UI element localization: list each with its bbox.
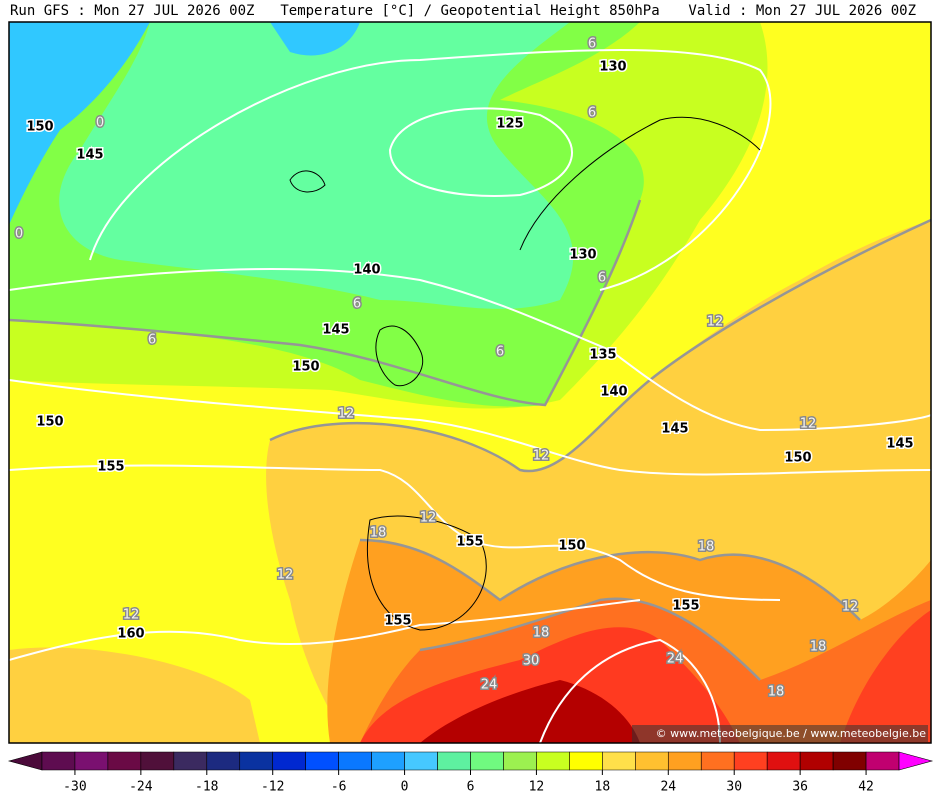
colorbar-swatch [635,751,669,771]
colorbar-swatch [371,751,405,771]
colorbar-swatch [338,751,372,771]
temperature-contour-label: 24 [481,678,498,693]
colorbar-swatch [7,751,43,771]
colorbar-swatch [437,751,471,771]
colorbar-swatch [569,751,603,771]
map-title: Temperature [°C] / Geopotential Height 8… [280,3,659,19]
colorbar-swatch [305,751,339,771]
temperature-contour-label: 12 [123,608,140,623]
colorbar-swatch [602,751,636,771]
credit: © www.meteobelgique.be / www.meteobelgie… [656,727,927,740]
colorbar-swatch [832,751,867,771]
colorbar-tick-label: 24 [660,780,676,795]
colorbar-swatch [404,751,438,771]
contour-labels: 6 0 6 0 6 6 6 6 12 12 12 12 12 18 18 12 12 12 18 30 24 18 24 18… [13,35,915,701]
temperature-contour-label: 6 [353,297,361,312]
colorbar-tick-label: 12 [529,780,545,795]
height-contour-label: 145 [661,422,688,437]
colorbar-tick-label: 42 [858,780,874,795]
credit-backdrop [632,725,928,742]
colorbar-swatch [470,751,504,771]
temperature-contour-label: 0 [96,116,104,131]
temperature-contour-label: 12 [338,407,355,422]
height-contour-label: 150 [36,415,63,430]
colorbar-swatch [733,751,768,771]
height-contour-label: 145 [886,437,913,452]
height-contour-label: 130 [599,60,626,75]
run-label: Run GFS : Mon 27 JUL 2026 00Z [10,3,254,19]
height-contour-label: 160 [117,627,144,642]
map-field [9,22,931,743]
temperature-contour-label: 12 [800,417,817,432]
temperature-contour-label: 6 [496,345,504,360]
colorbar-swatch [766,751,801,771]
colorbar-swatch [272,751,306,771]
map-frame [8,21,932,744]
colorbar-tick-label: 18 [595,780,611,795]
temperature-contour-label: 6 [148,333,156,348]
colorbar-swatch [107,751,142,771]
temperature-contour-label: 6 [598,271,606,286]
height-contour-label: 150 [26,120,53,135]
colorbar-swatch [536,751,570,771]
colorbar-tick-label: -30 [63,780,86,795]
height-contour-label: 130 [569,248,596,263]
height-contour-label: 155 [456,535,483,550]
height-contour-label: 145 [76,148,103,163]
colorbar-swatch [700,751,735,771]
height-contour-label: 125 [496,117,523,132]
height-contour-label: 150 [292,360,319,375]
temperature-contour-label: 0 [15,227,23,242]
colorbar-tick-label: -24 [129,780,153,795]
temperature-contour-label: 30 [523,654,540,669]
temperature-contour-label: 18 [533,626,550,641]
colorbar-swatch [173,751,208,771]
height-contour-label: 135 [589,348,616,363]
colorbar-swatch [799,751,834,771]
temperature-contour-label: 12 [707,315,724,330]
colorbar-swatch [503,751,537,771]
temperature-contour-label: 12 [277,568,294,583]
colorbar-tick-label: -18 [195,780,218,795]
colorbar-swatch [206,751,241,771]
colorbar-swatch [41,751,76,771]
colorbar-swatch [140,751,175,771]
colorbar-swatch [865,751,900,771]
temperature-contour-label: 12 [420,511,437,526]
temperature-contour-label: 6 [588,37,596,52]
height-contour-label: 155 [672,599,699,614]
height-contour-label: 140 [600,385,627,400]
height-contour-label: 150 [784,451,811,466]
colorbar-tick-label: 30 [726,780,742,795]
height-contour-label: 150 [558,539,585,554]
colorbar-tick-label: 36 [792,780,808,795]
height-contour-label: 145 [322,323,349,338]
colorbar-swatch [74,751,109,771]
colorbar-tick-label: 6 [467,780,475,795]
temperature-contour-label: 12 [842,600,859,615]
temperature-contour-label: 24 [667,652,684,667]
colorbar-tick-label: -6 [331,780,347,795]
temperature-contour-label: 18 [370,526,387,541]
height-contour-label: 140 [353,263,380,278]
colorbar: -30 -24 -18 -12 -6 0 6 12 18 24 30 36 42 [7,751,934,795]
height-contour-label: 155 [384,614,411,629]
valid-label: Valid : Mon 27 JUL 2026 00Z [688,3,916,19]
colorbar-swatch [239,751,274,771]
height-contour-label: 155 [97,460,124,475]
colorbar-tick-label: 0 [401,780,409,795]
colorbar-swatch [667,751,702,771]
temperature-contour-label: 18 [698,540,715,555]
colorbar-swatch [898,751,934,771]
colorbar-tick-label: -12 [261,780,284,795]
temperature-contour-label: 18 [810,640,827,655]
temperature-contour-label: 6 [588,106,596,121]
temperature-contour-label: 12 [533,449,550,464]
temperature-contour-label: 18 [768,685,785,700]
